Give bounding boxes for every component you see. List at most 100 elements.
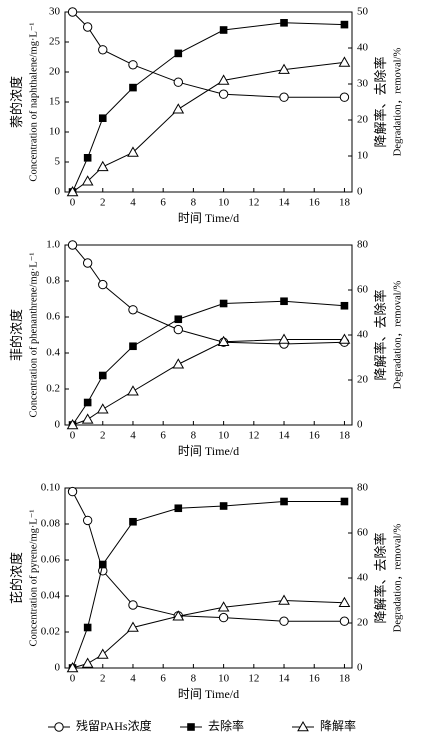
marker-triangle — [278, 594, 290, 605]
x-tick-label: 8 — [191, 197, 197, 209]
y-tick-label: 0.2 — [46, 383, 60, 395]
legend-label: 降解率 — [320, 718, 356, 733]
legend-marker — [187, 723, 195, 731]
marker-triangle — [96, 648, 109, 659]
x-tick-label: 12 — [248, 673, 259, 685]
marker-circle — [218, 89, 229, 99]
marker-triangle — [66, 661, 79, 673]
x-tick-label: 10 — [218, 430, 230, 442]
series-line — [72, 61, 345, 193]
x-axis-label: 时间 Time/d — [178, 444, 239, 458]
x-tick-label: 14 — [279, 430, 291, 442]
series-line — [72, 244, 345, 345]
marker-square — [98, 114, 107, 122]
marker-square — [98, 371, 107, 380]
y2-tick-label: 20 — [357, 114, 369, 126]
marker-square — [219, 502, 228, 510]
marker-triangle — [338, 333, 351, 344]
marker-triangle — [66, 418, 79, 430]
x-axis-label: 时间 Time/d — [178, 211, 239, 225]
marker-circle — [98, 45, 108, 55]
legend-marker — [54, 722, 64, 732]
y2-axis-label: Degradation，removal/% — [392, 524, 403, 633]
x-tick-label: 2 — [100, 197, 106, 209]
x-tick-label: 4 — [130, 673, 136, 685]
y-tick-label: 20 — [49, 66, 61, 78]
x-tick-label: 10 — [218, 673, 230, 685]
marker-triangle — [338, 596, 351, 608]
marker-triangle — [217, 74, 230, 85]
series-line — [72, 11, 345, 98]
y-axis-label: Concentration of phenanthrene/mg·L⁻¹ — [28, 253, 39, 418]
marker-triangle — [338, 56, 351, 67]
x-tick-label: 12 — [248, 197, 259, 209]
marker-square — [129, 517, 137, 526]
marker-circle — [82, 515, 93, 526]
marker-square — [340, 497, 349, 506]
marker-triangle — [81, 175, 94, 186]
y-tick-label: 0.08 — [41, 518, 61, 530]
y2-tick-label: 0 — [357, 186, 363, 198]
legend-label: 残留PAHs浓度 — [76, 718, 152, 733]
marker-square — [340, 20, 349, 29]
y2-tick-label: 0 — [357, 419, 363, 431]
y-tick-label: 5 — [55, 156, 61, 168]
marker-square — [280, 297, 288, 306]
x-axis-label: 时间 Time/d — [178, 687, 239, 701]
marker-triangle — [127, 621, 139, 632]
x-tick-label: 0 — [70, 673, 76, 685]
x-tick-label: 2 — [100, 430, 106, 442]
y2-axis-label: 降解率、去除率 — [373, 532, 388, 623]
y-tick-label: 25 — [49, 36, 61, 48]
x-tick-label: 16 — [309, 197, 321, 209]
y-tick-label: 0.6 — [46, 311, 60, 323]
x-tick-label: 6 — [160, 197, 166, 209]
y-tick-label: 15 — [49, 96, 61, 108]
marker-triangle — [96, 403, 109, 414]
y2-tick-label: 20 — [357, 374, 369, 386]
marker-triangle — [172, 358, 185, 369]
marker-triangle — [172, 103, 185, 114]
marker-circle — [67, 240, 78, 250]
x-tick-label: 16 — [309, 430, 321, 442]
y-axis-label: Concentration of naphthalene/mg·L⁻¹ — [28, 22, 39, 181]
y-tick-label: 0.06 — [41, 554, 61, 566]
series-line — [72, 501, 345, 669]
y-tick-label: 0 — [55, 186, 61, 198]
marker-square — [83, 623, 92, 632]
series-line — [72, 599, 345, 669]
x-tick-label: 2 — [100, 673, 106, 685]
marker-circle — [67, 7, 78, 17]
marker-triangle — [127, 385, 139, 396]
x-tick-label: 6 — [160, 673, 166, 685]
x-tick-label: 16 — [309, 673, 321, 685]
x-tick-label: 18 — [339, 673, 351, 685]
y2-tick-label: 80 — [357, 239, 369, 251]
x-tick-label: 4 — [130, 197, 136, 209]
series-line — [72, 22, 345, 193]
marker-triangle — [217, 335, 230, 347]
marker-circle — [173, 77, 183, 87]
series-line — [72, 339, 345, 426]
marker-triangle — [81, 413, 94, 424]
y2-tick-label: 40 — [357, 572, 369, 584]
marker-square — [83, 154, 92, 162]
marker-circle — [128, 60, 138, 70]
marker-square — [98, 560, 107, 569]
series-line — [72, 300, 345, 426]
y-axis-label: 萘的浓度 — [9, 76, 24, 128]
marker-triangle — [66, 185, 79, 197]
marker-triangle — [172, 610, 185, 621]
marker-circle — [128, 305, 138, 315]
x-tick-label: 10 — [218, 197, 230, 209]
y-axis-label: 芘的浓度 — [9, 552, 24, 604]
x-tick-label: 0 — [70, 197, 76, 209]
y2-tick-label: 60 — [357, 527, 369, 539]
y2-tick-label: 40 — [357, 329, 369, 341]
y2-tick-label: 10 — [357, 150, 369, 162]
x-tick-label: 18 — [339, 197, 351, 209]
y-axis-label: 菲的浓度 — [9, 309, 24, 361]
y-tick-label: 10 — [49, 126, 61, 138]
marker-square — [280, 497, 288, 506]
